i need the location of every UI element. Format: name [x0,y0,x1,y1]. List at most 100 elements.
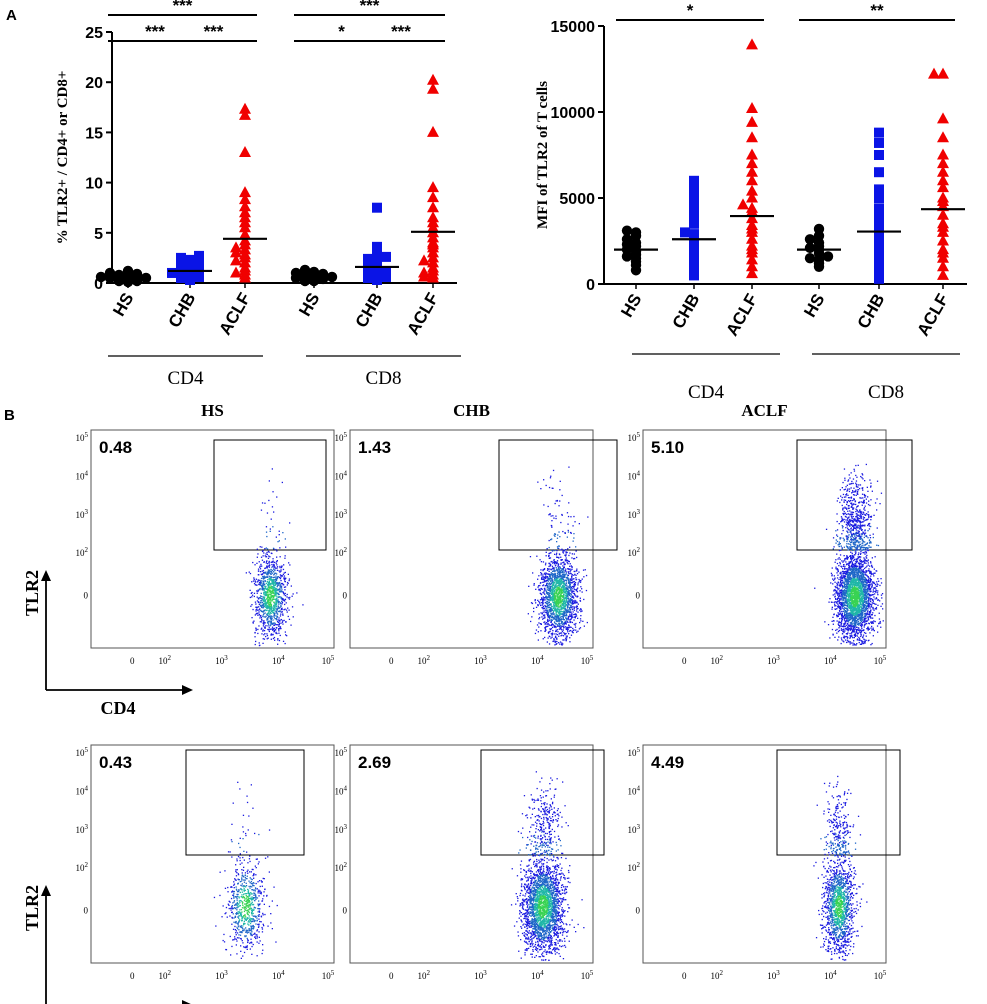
flow-event [271,634,273,636]
flow-event [555,589,557,591]
flow-event [273,592,275,594]
flow-y-tick-label: 105 [335,431,348,443]
flow-event [555,562,558,565]
flow-event [276,624,278,626]
flow-event [870,594,872,596]
flow-event [276,590,278,592]
flow-event [270,615,272,617]
flow-event [559,632,561,634]
flow-event [850,558,852,561]
flow-event [256,600,259,602]
flow-event [276,611,278,614]
flow-event [841,633,844,635]
flow-event [550,561,552,563]
flow-event [546,598,548,600]
flow-event [847,619,849,622]
flow-event [258,613,260,615]
flow-event [273,582,275,584]
flow-event [545,551,547,553]
flow-event [567,631,569,633]
flow-event [838,620,840,623]
flow-event [847,629,850,631]
flow-event [273,588,275,591]
flow-event [545,628,547,631]
flow-event [856,609,858,611]
flow-event [541,597,543,599]
flow-event [864,600,866,602]
flow-event [546,625,548,628]
flow-event [272,590,274,592]
flow-event [838,613,840,615]
flow-event [856,635,858,637]
x-category-label: ACLF [215,290,254,339]
flow-event [267,581,269,583]
flow-event [556,642,558,645]
data-point-chb [381,267,391,278]
flow-event [557,589,559,592]
flow-event [564,621,567,623]
flow-event [556,589,558,591]
flow-event [857,632,859,634]
flow-event [566,561,568,564]
flow-event-high [550,475,552,477]
flow-event [857,602,859,604]
flow-event [855,613,858,616]
flow-event [867,627,869,629]
flow-event [565,639,567,641]
data-point-aclf [937,148,949,160]
flow-event [562,562,564,564]
flow-event [261,565,263,567]
flow-event [842,604,844,606]
flow-event [267,569,269,571]
flow-event [558,588,560,590]
flow-event [850,642,852,644]
flow-event [552,592,554,595]
flow-event [261,585,263,588]
flow-event [259,566,261,568]
flow-event [556,609,558,611]
flow-event [852,565,854,567]
flow-event [283,564,285,566]
flow-event [878,612,880,614]
flow-event [265,606,267,608]
flow-event [553,638,556,640]
flow-event [558,616,560,619]
flow-event [286,596,288,598]
flow-event [551,579,553,581]
flow-event [563,615,566,617]
flow-event [554,617,556,620]
flow-event-high [264,502,266,504]
flow-event [273,608,275,611]
flow-event [564,602,567,604]
flow-event [272,628,274,630]
flow-event [557,601,559,604]
flow-event [568,592,571,594]
flow-event [559,619,561,621]
flow-event-high [554,533,557,536]
flow-event [272,558,274,560]
flow-event [274,608,277,610]
flow-event [267,583,269,585]
flow-event [546,548,548,550]
flow-event [271,600,273,602]
flow-event [842,607,844,610]
flow-event [540,572,542,574]
flow-x-tick-label: 102 [158,654,171,666]
flow-event [869,584,871,587]
flow-event [279,602,282,604]
flow-event [256,556,258,558]
flow-event [562,602,565,604]
flow-event [563,597,565,599]
flow-event-high [572,525,574,527]
flow-event [853,597,855,599]
flow-event [862,642,865,645]
flow-event [549,557,552,559]
flow-event [279,571,281,573]
flow-event [840,584,842,586]
flow-event [547,615,549,617]
flow-event [262,603,264,605]
flow-event [267,582,270,584]
flow-event [261,619,263,621]
flow-event [840,602,843,604]
flow-event [278,607,280,609]
